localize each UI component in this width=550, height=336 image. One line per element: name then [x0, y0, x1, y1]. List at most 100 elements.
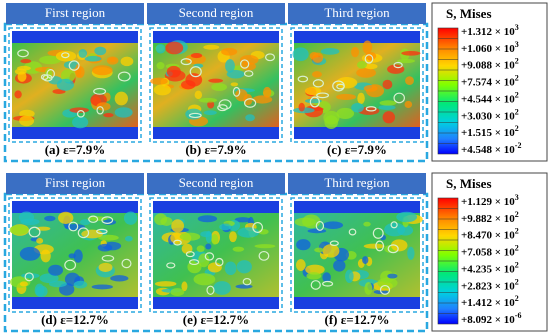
legend-label: +8.092 × 10-6	[461, 311, 521, 326]
sim-blob	[79, 219, 91, 226]
sim-blob	[312, 52, 324, 63]
sim-blob	[200, 231, 212, 238]
sim-blob	[351, 102, 364, 113]
legend-mantissa: +1.515 × 10	[461, 127, 515, 139]
sim-top	[294, 201, 420, 213]
sim-blob	[236, 260, 252, 274]
sim-blob	[295, 259, 306, 271]
sim-pore	[315, 220, 325, 231]
sim-blob	[357, 92, 365, 105]
sim-blob	[362, 40, 373, 54]
sim-blob	[35, 285, 48, 298]
panel-frame	[149, 197, 283, 313]
sim-pore	[180, 58, 192, 66]
sim-pore	[61, 52, 70, 59]
sim-blob	[252, 95, 273, 104]
sim-blob	[363, 221, 371, 227]
legend-mantissa: +7.574 × 10	[461, 76, 515, 88]
sim-pore	[17, 49, 29, 58]
panel-header: Third region	[324, 175, 390, 190]
sim-blob	[120, 56, 134, 67]
sim-blob	[74, 64, 82, 78]
sim-blob	[363, 243, 385, 249]
legend-mantissa: +8.470 × 10	[461, 229, 515, 241]
sim-blob	[336, 93, 357, 101]
legend-label: +4.544 × 102	[461, 90, 519, 105]
sim-blob	[17, 71, 27, 82]
sim-blob	[305, 264, 325, 275]
sim-blob	[234, 217, 251, 223]
panel-frame	[149, 27, 283, 143]
sim-pore	[173, 239, 182, 246]
sim-pore	[390, 221, 398, 229]
sim-blob	[292, 47, 309, 62]
sim-blob	[94, 46, 107, 56]
sim-blob	[9, 224, 29, 235]
sim-blob	[405, 76, 414, 85]
sim-pore	[252, 221, 263, 233]
sim-blob	[245, 114, 255, 122]
sim-pore	[215, 257, 224, 267]
sim-pore	[185, 251, 195, 258]
sim-blob	[97, 243, 113, 252]
legend-label: +1.129 × 103	[461, 193, 519, 208]
legend-mantissa: +7.058 × 10	[461, 246, 515, 258]
legend-exponent: -2	[515, 141, 522, 150]
sim-pore	[242, 277, 252, 286]
sim-blob	[154, 281, 177, 287]
sim-blob	[36, 237, 44, 244]
legend-label: +9.882 × 102	[461, 210, 519, 225]
legend-label: +4.235 × 102	[461, 260, 519, 275]
sim-pore	[393, 61, 403, 69]
sim-blob	[153, 84, 171, 96]
sim-blob	[356, 60, 367, 69]
legend-exponent: 3	[515, 193, 519, 202]
sim-blob	[307, 228, 327, 234]
sim-top	[153, 201, 279, 213]
sim-blob	[362, 256, 369, 265]
sim-pore	[188, 112, 202, 119]
sim-pore	[189, 66, 202, 78]
sim-pore	[96, 228, 108, 235]
sim-blob	[166, 65, 181, 78]
sim-blob	[322, 244, 340, 258]
sim-blob	[193, 273, 216, 286]
legend-mantissa: +1.412 × 10	[461, 297, 515, 309]
legend-mantissa: +4.235 × 10	[461, 263, 515, 275]
legend-title: S, Mises	[446, 6, 492, 21]
sim-blob	[69, 107, 89, 113]
sim-blob	[207, 262, 222, 273]
panel-caption: (e) ε=12.7%	[183, 312, 249, 327]
sim-blob	[102, 219, 117, 225]
sim-pore	[309, 96, 320, 108]
legend-title: S, Mises	[446, 176, 492, 191]
sim-blob	[155, 43, 166, 54]
sim-pore	[76, 110, 85, 118]
panel-header: Second region	[179, 175, 254, 190]
panel-header: Third region	[324, 5, 390, 20]
sim-blob	[171, 219, 184, 233]
sim-pore	[88, 215, 99, 223]
sim-blob	[304, 98, 322, 104]
legend-label: +1.412 × 102	[461, 294, 519, 309]
sim-pore	[387, 244, 399, 254]
sim-pore	[218, 99, 232, 110]
sim-pore	[189, 259, 200, 266]
sim-pore	[68, 221, 79, 232]
sim-blob	[239, 55, 259, 65]
sim-blob	[235, 284, 253, 289]
sim-blob	[322, 221, 344, 230]
sim-pore	[243, 98, 257, 108]
sim-blob	[55, 50, 77, 62]
sim-blob	[345, 269, 354, 283]
panel-frame	[290, 27, 424, 143]
sim-bottom	[153, 127, 279, 139]
legend-exponent: 2	[515, 57, 519, 66]
legend-label: +3.030 × 102	[461, 107, 519, 122]
sim-blob	[213, 281, 231, 295]
sim-pore	[28, 226, 41, 238]
sim-blob	[17, 65, 31, 71]
sim-blob	[356, 67, 377, 78]
sim-blob	[150, 77, 168, 85]
sim-blob	[78, 49, 88, 58]
